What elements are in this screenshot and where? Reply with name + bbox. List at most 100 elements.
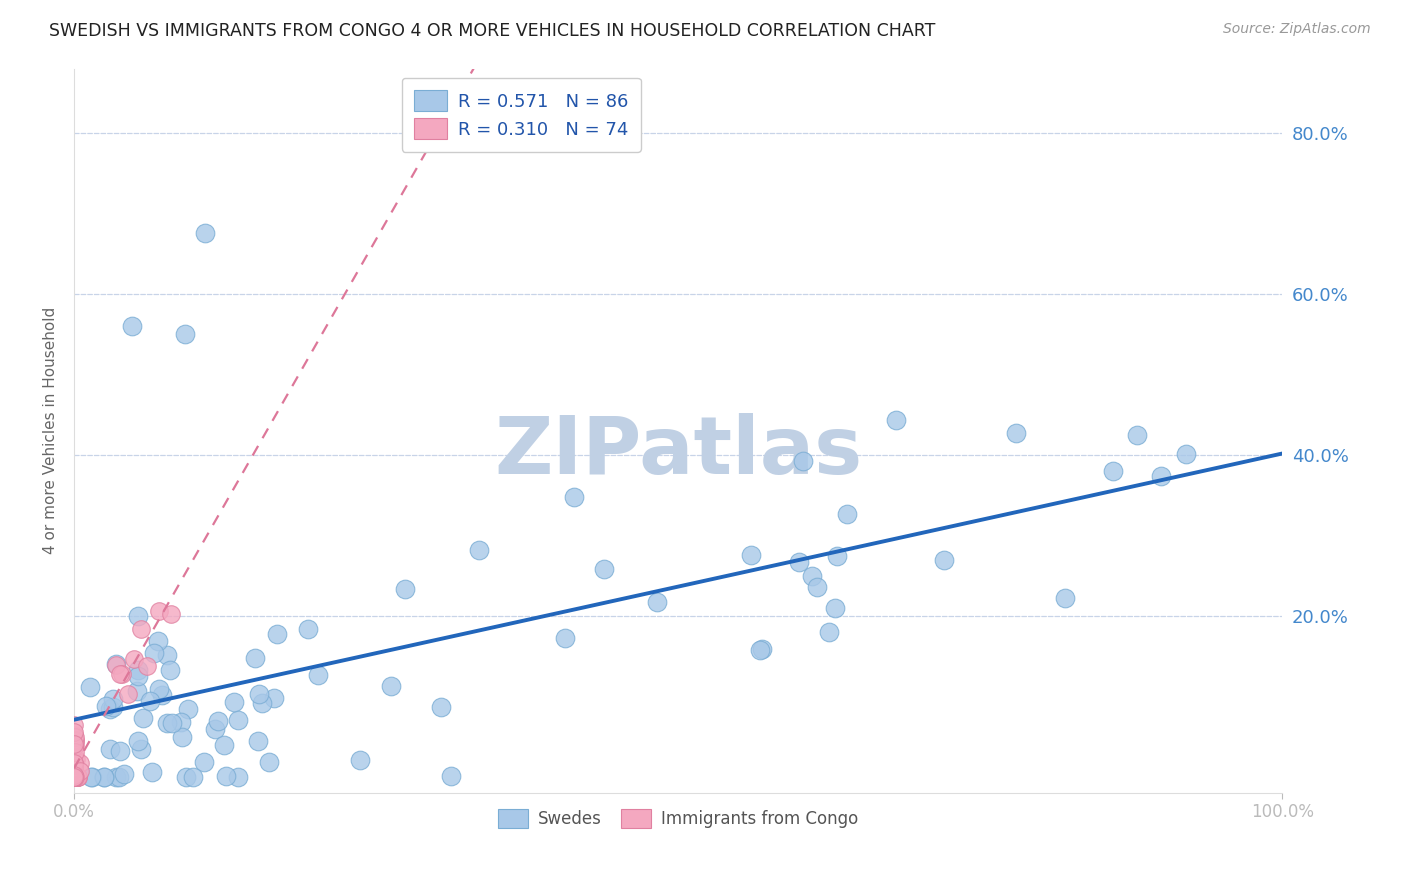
Point <box>63 770 86 784</box>
Point <box>143 646 166 660</box>
Text: Source: ZipAtlas.com: Source: ZipAtlas.com <box>1223 22 1371 37</box>
Point <box>104 657 127 671</box>
Point <box>246 733 269 747</box>
Point <box>259 755 281 769</box>
Point <box>63 770 86 784</box>
Point <box>749 642 772 657</box>
Point <box>792 454 814 468</box>
Point <box>193 756 215 770</box>
Point <box>825 549 848 563</box>
Point <box>117 687 139 701</box>
Point <box>82 770 104 784</box>
Point <box>63 738 86 752</box>
Point <box>127 609 149 624</box>
Point <box>63 770 86 784</box>
Point <box>63 756 86 770</box>
Point <box>172 731 194 745</box>
Point <box>63 745 86 759</box>
Point <box>66 770 89 784</box>
Point <box>884 413 907 427</box>
Point <box>65 770 87 784</box>
Point <box>63 770 86 784</box>
Point <box>63 767 86 781</box>
Point <box>63 763 86 777</box>
Point <box>63 737 86 751</box>
Point <box>63 768 86 782</box>
Point <box>66 770 89 784</box>
Point <box>105 657 128 672</box>
Y-axis label: 4 or more Vehicles in Household: 4 or more Vehicles in Household <box>44 307 58 554</box>
Point <box>63 770 86 784</box>
Point <box>63 770 86 784</box>
Point <box>111 666 134 681</box>
Point <box>121 318 143 333</box>
Point <box>63 739 86 753</box>
Text: SWEDISH VS IMMIGRANTS FROM CONGO 4 OR MORE VEHICLES IN HOUSEHOLD CORRELATION CHA: SWEDISH VS IMMIGRANTS FROM CONGO 4 OR MO… <box>49 22 935 40</box>
Point <box>204 722 226 736</box>
Point <box>647 595 669 609</box>
Point <box>307 668 329 682</box>
Point <box>124 652 146 666</box>
Point <box>63 770 86 784</box>
Point <box>1102 464 1125 478</box>
Point <box>806 580 828 594</box>
Point <box>63 769 86 783</box>
Point <box>207 714 229 728</box>
Point <box>63 770 86 784</box>
Point <box>194 227 217 241</box>
Point <box>63 770 86 784</box>
Point <box>129 623 152 637</box>
Point <box>127 669 149 683</box>
Point <box>63 770 86 784</box>
Point <box>156 715 179 730</box>
Point <box>63 770 86 784</box>
Point <box>63 739 86 753</box>
Point <box>135 659 157 673</box>
Point <box>250 696 273 710</box>
Point <box>79 681 101 695</box>
Point <box>932 553 955 567</box>
Point <box>226 770 249 784</box>
Point <box>215 769 238 783</box>
Point <box>181 770 204 784</box>
Point <box>148 603 170 617</box>
Legend: Swedes, Immigrants from Congo: Swedes, Immigrants from Congo <box>491 803 865 835</box>
Point <box>94 699 117 714</box>
Point <box>148 682 170 697</box>
Point <box>93 770 115 784</box>
Point <box>127 733 149 747</box>
Point <box>63 770 86 784</box>
Point <box>174 326 197 341</box>
Point <box>63 758 86 772</box>
Point <box>440 768 463 782</box>
Point <box>101 691 124 706</box>
Point <box>65 752 87 766</box>
Point <box>787 555 810 569</box>
Point <box>212 738 235 752</box>
Point <box>224 696 246 710</box>
Point <box>138 694 160 708</box>
Point <box>468 542 491 557</box>
Point <box>108 770 131 784</box>
Point <box>63 765 86 780</box>
Point <box>63 770 86 784</box>
Point <box>65 770 87 784</box>
Point <box>65 770 87 784</box>
Point <box>266 627 288 641</box>
Point <box>1174 447 1197 461</box>
Point <box>63 731 86 745</box>
Point <box>65 770 87 784</box>
Point <box>125 684 148 698</box>
Point <box>817 625 839 640</box>
Point <box>63 770 86 784</box>
Point <box>129 741 152 756</box>
Point <box>150 688 173 702</box>
Point <box>824 601 846 615</box>
Point <box>105 770 128 784</box>
Point <box>430 700 453 714</box>
Point <box>162 716 184 731</box>
Point <box>1005 425 1028 440</box>
Point <box>226 713 249 727</box>
Point <box>63 734 86 748</box>
Point <box>751 642 773 657</box>
